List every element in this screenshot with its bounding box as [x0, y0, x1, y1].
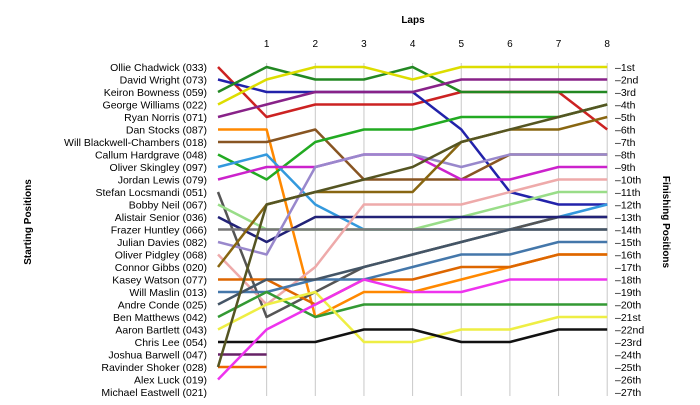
finish-label-1: –1st — [615, 62, 635, 74]
lap-tick-7: 7 — [556, 39, 562, 50]
driver-label-23: Chris Lee (054) — [135, 337, 207, 349]
driver-label-8: Callum Hardgrave (048) — [95, 150, 207, 162]
finish-label-12: –12th — [615, 200, 641, 212]
finish-label-22: –22nd — [615, 325, 644, 337]
finish-label-15: –15th — [615, 237, 641, 249]
finish-label-17: –17th — [615, 262, 641, 274]
position-lines — [216, 65, 608, 381]
driver-label-9: Oliver Skingley (097) — [110, 162, 207, 174]
lap-tick-8: 8 — [604, 39, 610, 50]
driver-label-14: Frazer Huntley (066) — [111, 225, 207, 237]
finish-label-27: –27th — [615, 387, 641, 399]
driver-label-5: Ryan Norris (071) — [124, 112, 207, 124]
series-line-22 — [217, 290, 608, 344]
driver-label-27: Michael Eastwell (021) — [101, 387, 207, 399]
driver-label-26: Alex Luck (019) — [134, 375, 207, 387]
driver-label-21: Ben Matthews (042) — [113, 312, 207, 324]
driver-label-22: Aaron Bartlett (043) — [115, 325, 207, 337]
finish-label-10: –10th — [615, 175, 641, 187]
driver-label-18: Kasey Watson (077) — [112, 275, 207, 287]
finish-label-7: –7th — [615, 137, 636, 149]
finish-label-18: –18th — [615, 275, 641, 287]
finish-label-11: –11th — [615, 187, 641, 199]
driver-label-16: Oliver Pidgley (068) — [115, 250, 207, 262]
series-line-15 — [217, 153, 608, 256]
finish-label-8: –8th — [615, 150, 636, 162]
series-line-19 — [218, 240, 608, 294]
finish-label-25: –25th — [615, 362, 641, 374]
series-line-26 — [217, 278, 608, 381]
series-line-4 — [217, 65, 608, 106]
driver-label-15: Julian Davies (082) — [117, 237, 207, 249]
lap-tick-2: 2 — [313, 39, 319, 50]
driver-label-4: George Williams (022) — [103, 100, 207, 112]
lap-tick-3: 3 — [361, 39, 367, 50]
finish-label-9: –9th — [615, 162, 636, 174]
lap-tick-6: 6 — [507, 39, 513, 50]
finish-label-23: –23rd — [615, 337, 642, 349]
finish-label-13: –13th — [615, 212, 641, 224]
series-line-13 — [217, 215, 608, 244]
series-line-5 — [217, 78, 608, 119]
driver-label-3: Keiron Bowness (059) — [104, 87, 207, 99]
finish-label-3: –3rd — [615, 87, 636, 99]
finish-label-26: –26th — [615, 375, 641, 387]
driver-label-1: Ollie Chadwick (033) — [110, 62, 207, 74]
driver-label-13: Alistair Senior (036) — [115, 212, 207, 224]
y-axis-left-title: Starting Positions — [23, 179, 34, 265]
series-line-3 — [217, 65, 608, 94]
driver-label-2: David Wright (073) — [120, 75, 207, 87]
driver-label-7: Will Blackwell-Chambers (018) — [64, 137, 207, 149]
lap-tick-1: 1 — [264, 39, 270, 50]
lap-tick-5: 5 — [458, 39, 464, 50]
lap-tick-4: 4 — [410, 39, 416, 50]
driver-label-24: Joshua Barwell (047) — [108, 350, 207, 362]
finish-label-14: –14th — [615, 225, 641, 237]
series-line-20 — [217, 228, 608, 306]
driver-label-17: Connor Gibbs (020) — [115, 262, 207, 274]
chart-title: Laps — [401, 15, 425, 26]
driver-label-20: Andre Conde (025) — [118, 300, 207, 312]
series-line-23 — [218, 328, 608, 344]
finish-label-16: –16th — [615, 250, 641, 262]
finish-label-6: –6th — [615, 125, 636, 137]
driver-label-12: Bobby Neil (067) — [129, 200, 207, 212]
driver-label-25: Ravinder Shoker (028) — [101, 362, 207, 374]
driver-label-11: Stefan Locsmandi (051) — [96, 187, 207, 199]
finish-label-21: –21st — [615, 312, 641, 324]
driver-label-19: Will Maslin (013) — [129, 287, 207, 299]
finishing-position-labels: –1st–2nd–3rd–4th–5th–6th–7th–8th–9th–10t… — [615, 62, 644, 399]
finish-label-20: –20th — [615, 300, 641, 312]
driver-label-10: Jordan Lewis (079) — [118, 175, 207, 187]
finish-label-5: –5th — [615, 112, 636, 124]
starting-position-labels: Ollie Chadwick (033)David Wright (073)Ke… — [64, 62, 207, 399]
y-axis-right-title: Finishing Positions — [660, 176, 671, 269]
finish-label-4: –4th — [615, 100, 636, 112]
finish-label-24: –24th — [615, 350, 641, 362]
series-line-27 — [216, 103, 608, 368]
finish-label-19: –19th — [615, 287, 641, 299]
series-line-16 — [217, 178, 608, 306]
finish-label-2: –2nd — [615, 75, 639, 87]
lap-tick-labels: 1 2 3 4 5 6 7 8 — [264, 39, 611, 50]
driver-label-6: Dan Stocks (087) — [126, 125, 207, 137]
